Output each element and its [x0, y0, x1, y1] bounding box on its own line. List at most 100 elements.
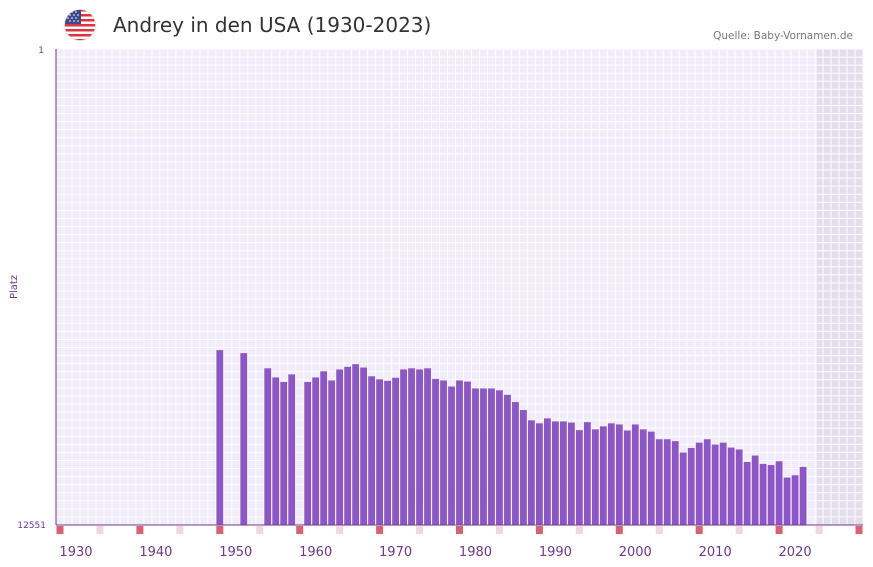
- x-tick-label-1930: 1930: [59, 545, 92, 560]
- bar-2003: [655, 439, 663, 525]
- bar-1986: [520, 410, 527, 525]
- bar-2011: [719, 442, 727, 525]
- decade-markers: [56, 526, 863, 534]
- minor-marker-1993: [575, 526, 583, 534]
- bar-1956: [280, 381, 288, 525]
- minor-marker-1973: [416, 526, 424, 534]
- bar-1970: [392, 377, 399, 525]
- bar-1966: [360, 367, 368, 525]
- bar-2016: [759, 463, 767, 525]
- decade-marker-2018: [775, 526, 783, 534]
- bar-2001: [639, 429, 647, 525]
- decade-marker-1938: [136, 526, 144, 534]
- bar-1972: [408, 368, 415, 525]
- decade-marker-1968: [376, 526, 384, 534]
- bar-2021: [799, 466, 807, 525]
- bar-1987: [528, 420, 535, 525]
- minor-marker-1953: [256, 526, 264, 534]
- bar-1964: [344, 366, 352, 525]
- bar-1963: [336, 369, 344, 525]
- bar-2018: [775, 461, 783, 525]
- bar-1990: [551, 421, 559, 525]
- decade-marker-1988: [535, 526, 543, 534]
- bar-2014: [743, 462, 751, 525]
- bar-2010: [711, 444, 719, 525]
- bar-1982: [488, 388, 495, 525]
- bar-1957: [288, 374, 296, 525]
- source-credit: Quelle: Baby-Vornamen.de: [713, 30, 853, 42]
- minor-marker-1943: [176, 526, 184, 534]
- bar-1996: [599, 426, 607, 525]
- bar-1988: [536, 423, 543, 525]
- bar-1965: [352, 364, 360, 525]
- bar-1993: [575, 430, 583, 525]
- bar-1951: [240, 353, 248, 525]
- decade-marker-1928: [56, 526, 64, 534]
- minor-marker-1963: [336, 526, 344, 534]
- bar-1954: [264, 368, 272, 525]
- bar-2020: [791, 475, 799, 525]
- future-region: [817, 49, 863, 525]
- bar-1971: [400, 369, 407, 525]
- bar-2013: [735, 449, 743, 525]
- x-tick-label-1990: 1990: [539, 545, 572, 560]
- x-tick-label-2010: 2010: [699, 545, 732, 560]
- bar-series: [216, 350, 807, 525]
- axes: [55, 49, 863, 526]
- bar-1967: [368, 376, 376, 525]
- bar-1969: [384, 380, 391, 525]
- bar-2004: [663, 439, 671, 525]
- y-axis-label: Platz: [9, 275, 20, 299]
- x-tick-label-1970: 1970: [379, 545, 412, 560]
- bar-1955: [272, 377, 280, 525]
- bar-1948: [216, 350, 224, 525]
- minor-marker-2023: [815, 526, 823, 534]
- bar-1983: [496, 390, 503, 525]
- bar-1985: [512, 402, 519, 525]
- bar-1960: [312, 377, 320, 525]
- bar-1973: [416, 369, 423, 525]
- x-tick-label-1960: 1960: [299, 545, 332, 560]
- us-flag-icon: [64, 9, 96, 41]
- bar-1997: [607, 423, 615, 525]
- bar-1999: [623, 430, 631, 525]
- decade-marker-2008: [695, 526, 703, 534]
- bar-1977: [448, 386, 455, 525]
- bar-1995: [591, 429, 599, 525]
- decade-marker-1948: [216, 526, 224, 534]
- bar-1984: [504, 394, 511, 525]
- bar-1961: [320, 371, 328, 525]
- x-tick-label-2000: 2000: [619, 545, 652, 560]
- bar-1975: [432, 378, 439, 525]
- decade-marker-2028: [855, 526, 863, 534]
- x-tick-label-1940: 1940: [139, 545, 172, 560]
- y-tick-label-top: 1: [38, 46, 44, 56]
- y-axis-ticks: 1 12551: [17, 46, 46, 531]
- decade-marker-1958: [296, 526, 304, 534]
- decade-marker-1978: [456, 526, 463, 534]
- minor-marker-1983: [495, 526, 503, 534]
- bar-2006: [679, 452, 687, 525]
- y-tick-label-bottom: 12551: [17, 521, 46, 531]
- bar-1978: [456, 380, 463, 525]
- bar-2000: [631, 424, 639, 525]
- bar-2008: [695, 442, 703, 525]
- x-tick-label-1980: 1980: [459, 545, 492, 560]
- bar-1976: [440, 380, 447, 525]
- bar-1991: [559, 421, 567, 525]
- x-axis-ticks: 1930 1940 1950 1960 1970 1980 1990 2000 2010 2020: [59, 545, 811, 560]
- bar-1968: [376, 379, 383, 525]
- bar-2007: [687, 447, 695, 525]
- x-tick-label-2020: 2020: [779, 545, 812, 560]
- bar-1989: [543, 418, 551, 525]
- bar-2015: [751, 455, 759, 525]
- bar-2017: [767, 465, 775, 525]
- bar-1979: [464, 381, 471, 525]
- x-tick-label-1950: 1950: [219, 545, 252, 560]
- chart-title: Andrey in den USA (1930-2023): [113, 13, 432, 37]
- bar-1980: [472, 388, 479, 525]
- chart-header: Andrey in den USA (1930-2023) Quelle: Ba…: [0, 0, 873, 48]
- bar-1959: [304, 381, 312, 525]
- bar-2012: [727, 447, 735, 525]
